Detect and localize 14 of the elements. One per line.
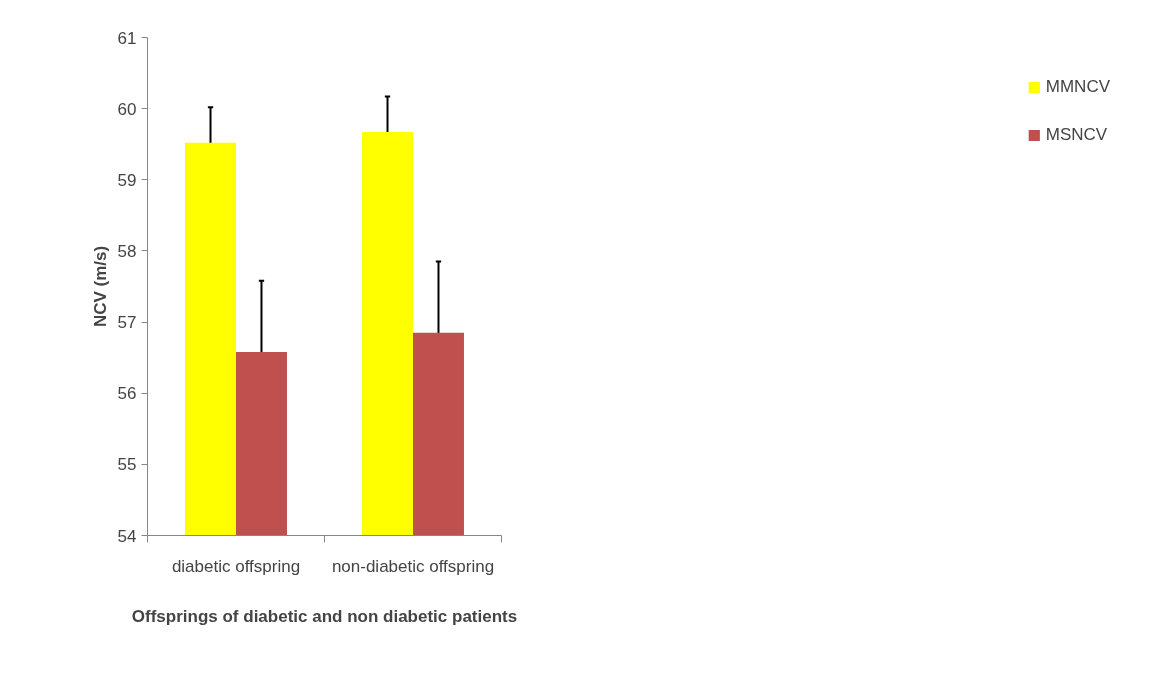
y-tick-label: 56 — [117, 384, 137, 404]
x-tick-label: non-diabetic offspring — [331, 556, 495, 576]
y-tick-label: 61 — [117, 28, 137, 48]
y-tick-label: 54 — [117, 526, 137, 546]
y-tick-label: 59 — [117, 170, 137, 190]
y-tick-label: 57 — [117, 313, 137, 333]
legend-label: MSNCV — [1045, 125, 1108, 145]
x-axis-title: Offsprings of diabetic and non diabetic patients — [131, 606, 518, 626]
y-tick-label: 55 — [117, 455, 137, 475]
legend-label: MMNCV — [1045, 77, 1110, 97]
x-tick-label: diabetic offspring — [171, 556, 301, 576]
y-tick-label: 58 — [117, 241, 137, 261]
y-axis-title: NCV (m/s) — [90, 245, 110, 328]
y-tick-label: 60 — [117, 99, 137, 119]
